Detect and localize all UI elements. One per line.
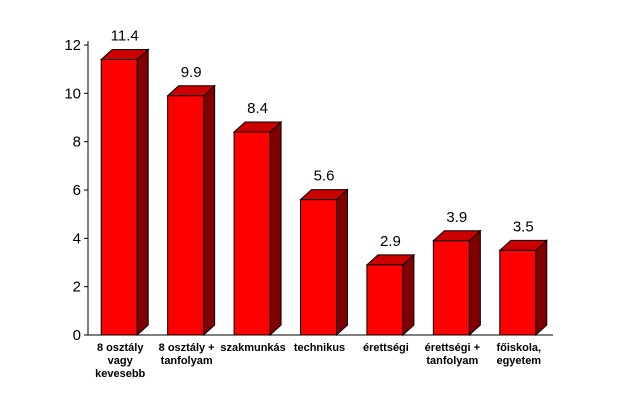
- bars: [99, 48, 549, 337]
- category-label-line: technikus: [294, 342, 345, 354]
- category-label-line: szakmunkás: [220, 342, 285, 354]
- bar: [432, 229, 482, 337]
- y-tick-label: 0: [73, 327, 81, 344]
- bar-side: [136, 48, 149, 337]
- bar-side: [336, 188, 348, 337]
- bar-front: [167, 95, 205, 336]
- bar: [365, 253, 416, 337]
- data-label: 9.9: [181, 64, 202, 81]
- bar: [498, 239, 549, 337]
- data-label: 2.9: [380, 233, 401, 250]
- category-label-line: 8 osztály: [97, 342, 144, 354]
- category-label: érettségi: [363, 342, 409, 354]
- data-label: 11.4: [111, 28, 139, 45]
- axes: 0 2 4 6 8 10 12: [64, 37, 553, 344]
- y-tick-label: 4: [73, 230, 81, 247]
- category-label-line: érettségi +: [425, 342, 480, 354]
- category-label: 8 osztály + tanfolyam: [159, 342, 215, 367]
- category-label-line: érettségi: [363, 342, 409, 354]
- data-label: 5.6: [314, 168, 335, 185]
- y-tick-label: 12: [64, 37, 81, 54]
- bar-front: [432, 240, 470, 336]
- category-label: szakmunkás: [220, 342, 285, 354]
- category-label-line: tanfolyam: [426, 355, 478, 367]
- category-label-line: tanfolyam: [161, 355, 213, 367]
- bar-front: [100, 59, 138, 336]
- bar-side: [535, 239, 548, 337]
- category-label: érettségi + tanfolyam: [425, 342, 480, 367]
- bar-front: [366, 264, 404, 336]
- category-label: technikus: [294, 342, 345, 354]
- bar: [299, 188, 349, 337]
- bar-front: [300, 199, 337, 336]
- category-label-line: kevesebb: [95, 368, 145, 380]
- category-label-line: főiskola,: [496, 342, 541, 354]
- data-label: 8.4: [247, 100, 268, 117]
- y-tick-label: 10: [64, 85, 81, 102]
- category-label-line: egyetem: [496, 355, 541, 367]
- bar-front: [233, 131, 271, 336]
- bar-side: [468, 229, 481, 337]
- bar-side: [203, 84, 216, 337]
- data-label: 3.5: [513, 218, 534, 235]
- category-label-line: 8 osztály +: [159, 342, 215, 354]
- data-label: 3.9: [446, 209, 467, 226]
- bar: [166, 84, 216, 337]
- bar-side: [269, 120, 282, 337]
- y-tick-label: 6: [73, 182, 81, 199]
- bar-side: [402, 253, 415, 337]
- bar: [99, 48, 150, 337]
- y-tick-label: 8: [73, 134, 81, 151]
- y-tick-label: 2: [73, 279, 81, 296]
- category-label: főiskola, egyetem: [496, 342, 541, 367]
- category-label-line: vagy: [108, 355, 134, 367]
- category-label: 8 osztály vagy kevesebb: [95, 342, 145, 380]
- bar: [232, 120, 283, 337]
- bar-front: [499, 249, 537, 336]
